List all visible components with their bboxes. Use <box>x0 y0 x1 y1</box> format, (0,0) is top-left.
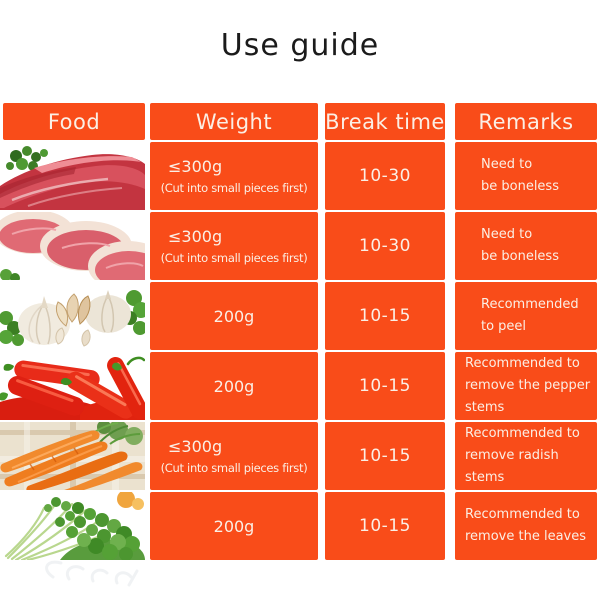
food-image-cell <box>0 422 145 490</box>
red-chili-peppers-image <box>0 352 145 420</box>
carrot-greens <box>91 422 143 445</box>
weight-cell: ≤300g (Cut into small pieces first) <box>150 422 318 490</box>
food-image-cell <box>0 282 145 350</box>
raw-beef-steaks-image <box>0 142 145 210</box>
weight-note: (Cut into small pieces first) <box>160 251 308 265</box>
break-time-cell: 10-15 <box>325 492 445 560</box>
weight-cell: 200g <box>150 352 318 420</box>
header-cell-food: Food <box>3 103 145 140</box>
header-cell-remarks: Remarks <box>455 103 597 140</box>
remarks-cell: Recommended to remove the leaves <box>455 492 597 560</box>
break-time-cell: 10-30 <box>325 212 445 280</box>
weight-note: (Cut into small pieces first) <box>160 181 308 195</box>
cilantro-bunch-image <box>0 492 145 560</box>
carrots-image <box>0 422 145 490</box>
weight-value: 200g <box>213 516 255 536</box>
weight-value: 200g <box>213 306 255 326</box>
garlic-bulbs-image <box>0 282 145 350</box>
weight-cell: 200g <box>150 282 318 350</box>
cilantro-leaves <box>44 497 140 560</box>
food-image-cell <box>0 142 145 210</box>
weight-value: 200g <box>213 376 255 396</box>
pepper-stems <box>0 356 145 401</box>
break-time-cell: 10-15 <box>325 422 445 490</box>
food-image-cell <box>0 212 145 280</box>
break-time-cell: 10-30 <box>325 142 445 210</box>
weight-value: ≤300g <box>168 227 223 246</box>
remarks-cell: Recommended to peel <box>455 282 597 350</box>
weight-value: ≤300g <box>168 157 223 176</box>
header-cell-weight: Weight <box>150 103 318 140</box>
break-time-cell: 10-15 <box>325 282 445 350</box>
remarks-cell: Need to be boneless <box>455 142 597 210</box>
weight-value: ≤300g <box>168 437 223 456</box>
header-cell-break-time: Break time <box>325 103 445 140</box>
parsley-left <box>0 311 24 346</box>
break-time-cell: 10-15 <box>325 352 445 420</box>
watermark-squiggle <box>45 560 139 587</box>
weight-cell: ≤300g (Cut into small pieces first) <box>150 142 318 210</box>
remarks-cell: Need to be boneless <box>455 212 597 280</box>
weight-note: (Cut into small pieces first) <box>160 461 308 475</box>
remarks-cell: Recommended to remove the pepper stems <box>455 352 597 420</box>
food-image-cell <box>0 352 145 420</box>
weight-cell: 200g <box>150 492 318 560</box>
page-title: Use guide <box>220 28 380 63</box>
weight-cell: ≤300g (Cut into small pieces first) <box>150 212 318 280</box>
pork-chops-image <box>0 212 145 280</box>
food-image-cell <box>0 492 145 560</box>
remarks-cell: Recommended to remove radish stems <box>455 422 597 490</box>
